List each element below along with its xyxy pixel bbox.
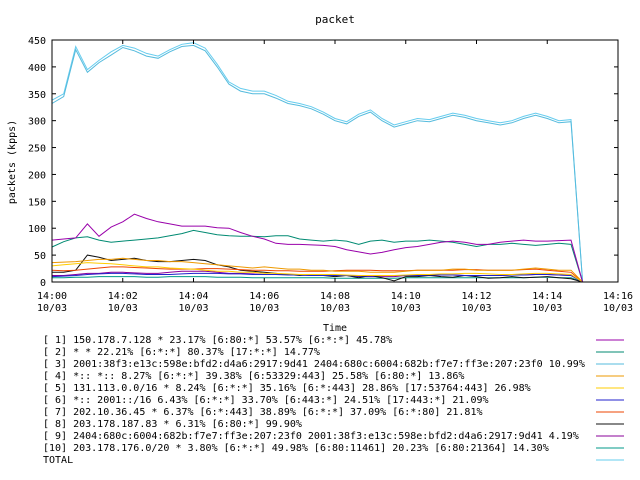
legend-item: [ 5] 131.113.0.0/16 * 8.24% [6:*:*] 35.1… (43, 383, 624, 394)
x-tick-time: 14:12 (461, 291, 491, 302)
x-axis: 14:0010/0314:0210/0314:0410/0314:0610/03… (37, 40, 633, 314)
legend-label: [ 5] 131.113.0.0/16 * 8.24% [6:*:*] 35.1… (43, 383, 531, 394)
y-tick-label: 250 (28, 144, 46, 155)
legend-item: [ 2] * * 22.21% [6:*:*] 80.37% [17:*:*] … (43, 347, 624, 358)
x-tick-time: 14:08 (320, 291, 350, 302)
x-tick-date: 10/03 (532, 303, 562, 314)
legend: [ 1] 150.178.7.128 * 23.17% [6:80:*] 53.… (43, 335, 624, 466)
legend-item: [ 7] 202.10.36.45 * 6.37% [6:*:443] 38.8… (43, 407, 624, 418)
series-line (51, 229, 584, 283)
x-tick-date: 10/03 (249, 303, 279, 314)
y-axis-label: packets (kpps) (7, 120, 18, 204)
y-axis: 0 50 100 150 200 250 300 350 400 450 (28, 36, 618, 289)
series-line (51, 262, 583, 283)
y-tick-label: 400 (28, 63, 46, 74)
x-tick-date: 10/03 (461, 303, 491, 314)
series-layer (51, 42, 584, 283)
y-tick-label: 150 (28, 197, 46, 208)
legend-label: [ 3] 2001:38f3:e13c:598e:bfd2:d4a6:2917:… (43, 359, 585, 370)
legend-label: [ 9] 2404:680c:6004:682b:f7e7:ff3e:207:2… (43, 431, 579, 442)
legend-item: [10] 203.178.176.0/20 * 3.80% [6:*:*] 49… (43, 443, 624, 454)
y-tick-label: 450 (28, 36, 46, 47)
series-line (51, 213, 584, 283)
legend-label: TOTAL (43, 455, 73, 466)
x-tick-time: 14:14 (532, 291, 562, 302)
legend-item: [ 6] *:: 2001::/16 6.43% [6:*:*] 33.70% … (43, 395, 624, 406)
series-line (51, 42, 584, 283)
legend-label: [ 6] *:: 2001::/16 6.43% [6:*:*] 33.70% … (43, 395, 489, 406)
legend-label: [10] 203.178.176.0/20 * 3.80% [6:*:*] 49… (43, 443, 549, 454)
plot-frame (51, 39, 619, 283)
chart-title: packet (315, 13, 355, 26)
x-tick-time: 14:00 (37, 291, 67, 302)
x-tick-date: 10/03 (320, 303, 350, 314)
y-tick-label: 300 (28, 117, 46, 128)
x-tick-date: 10/03 (108, 303, 138, 314)
legend-label: [ 2] * * 22.21% [6:*:*] 80.37% [17:*:*] … (43, 347, 320, 358)
legend-label: [ 7] 202.10.36.45 * 6.37% [6:*:443] 38.8… (43, 407, 483, 418)
legend-item: [ 8] 203.178.187.83 * 6.31% [6:80:*] 99.… (43, 419, 624, 430)
x-tick-time: 14:16 (603, 291, 633, 302)
legend-label: [ 8] 203.178.187.83 * 6.31% [6:80:*] 99.… (43, 419, 302, 430)
y-tick-label: 350 (28, 90, 46, 101)
x-tick-time: 14:04 (178, 291, 208, 302)
series-line (51, 44, 584, 283)
x-axis-label: Time (323, 323, 347, 334)
x-tick-date: 10/03 (391, 303, 421, 314)
x-tick-time: 14:06 (249, 291, 279, 302)
y-tick-label: 50 (34, 251, 46, 262)
series-line (51, 272, 583, 283)
legend-item: TOTAL (43, 455, 624, 466)
x-tick-date: 10/03 (37, 303, 67, 314)
y-tick-label: 200 (28, 170, 46, 181)
x-tick-time: 14:10 (391, 291, 421, 302)
legend-item: [ 4] *:: *:: 8.27% [6:*:*] 39.38% [6:533… (43, 371, 624, 382)
legend-item: [ 3] 2001:38f3:e13c:598e:bfd2:d4a6:2917:… (43, 359, 624, 370)
x-tick-date: 10/03 (178, 303, 208, 314)
y-tick-label: 0 (40, 278, 46, 289)
legend-label: [ 1] 150.178.7.128 * 23.17% [6:80:*] 53.… (43, 335, 392, 346)
x-tick-date: 10/03 (603, 303, 633, 314)
series-line (51, 257, 583, 283)
y-tick-label: 100 (28, 224, 46, 235)
legend-item: [ 9] 2404:680c:6004:682b:f7e7:ff3e:207:2… (43, 431, 624, 442)
x-tick-time: 14:02 (108, 291, 138, 302)
legend-item: [ 1] 150.178.7.128 * 23.17% [6:80:*] 53.… (43, 335, 624, 346)
legend-label: [ 4] *:: *:: 8.27% [6:*:*] 39.38% [6:533… (43, 371, 464, 382)
